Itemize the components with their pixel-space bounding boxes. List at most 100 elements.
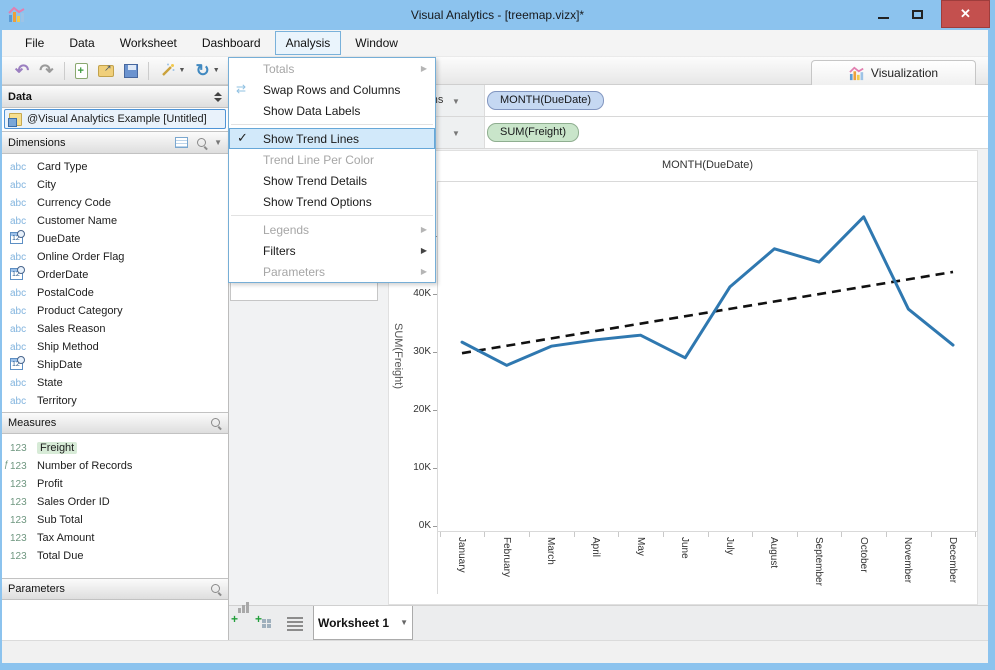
- menu-window[interactable]: Window: [355, 36, 398, 50]
- table-view-icon[interactable]: [175, 137, 189, 148]
- columns-shelf-dropdown-arrow[interactable]: ▼: [452, 97, 460, 106]
- data-panel-header[interactable]: Data: [2, 85, 229, 108]
- measures-header[interactable]: Measures: [2, 412, 229, 434]
- parameters-header[interactable]: Parameters: [2, 578, 229, 600]
- menu-file[interactable]: File: [25, 36, 45, 50]
- function-icon: ƒ: [4, 458, 10, 469]
- dimension-ship-method[interactable]: abc Ship Method: [2, 338, 228, 356]
- dimension-card-type[interactable]: abc Card Type: [2, 158, 228, 176]
- dimension-customer-name[interactable]: abc Customer Name: [2, 212, 228, 230]
- menu-data[interactable]: Data: [69, 36, 95, 50]
- data-connection[interactable]: @Visual Analytics Example [Untitled]: [4, 109, 226, 129]
- menu-worksheet[interactable]: Worksheet: [119, 36, 177, 50]
- measure-number-of-records[interactable]: 123 ƒ Number of Records: [2, 457, 228, 475]
- menu-item-show-data-labels[interactable]: Show Data Labels: [229, 100, 435, 121]
- menu-item-label: Show Trend Options: [263, 194, 372, 209]
- dimensions-header[interactable]: Dimensions ▼: [2, 131, 229, 154]
- measure-tax-amount[interactable]: 123 Tax Amount: [2, 529, 228, 547]
- x-boundary-tick: [439, 532, 441, 537]
- close-button[interactable]: ✕: [941, 0, 990, 28]
- measure-sub-total[interactable]: 123 Sub Total: [2, 511, 228, 529]
- dimension-shipdate[interactable]: 12 ShipDate: [2, 355, 228, 374]
- menu-analysis[interactable]: Analysis: [274, 31, 342, 55]
- refresh-button[interactable]: ↻ ▼: [191, 59, 223, 83]
- menu-item-label: Totals: [263, 61, 295, 76]
- chevron-down-icon[interactable]: ▼: [214, 138, 222, 147]
- x-boundary-tick: [752, 532, 754, 537]
- dimension-product-category[interactable]: abc Product Category: [2, 302, 228, 320]
- menu-item-show-trend-lines[interactable]: ✓ Show Trend Lines: [229, 128, 435, 149]
- y-tick-mark: [433, 352, 437, 353]
- y-tick-mark: [433, 294, 437, 295]
- menu-item-label: Swap Rows and Columns: [263, 82, 401, 97]
- text-type-icon: abc: [10, 305, 27, 317]
- search-icon[interactable]: [210, 583, 222, 595]
- x-boundary-tick: [975, 532, 977, 537]
- x-tick-label: October: [857, 537, 869, 573]
- dimension-state[interactable]: abc State: [2, 374, 228, 392]
- line-chart-svg: [460, 215, 955, 367]
- worksheet-tab-active[interactable]: Worksheet 1 ▼: [313, 606, 413, 640]
- y-tick-mark: [433, 410, 437, 411]
- x-tick-label: April: [589, 537, 601, 558]
- dimension-label: State: [37, 377, 63, 389]
- undo-button[interactable]: ↶: [11, 59, 33, 83]
- dimension-label: Ship Method: [37, 341, 99, 353]
- dimension-territory[interactable]: abc Territory: [2, 392, 228, 410]
- search-icon[interactable]: [210, 417, 222, 429]
- number-type-icon: 123: [10, 514, 27, 526]
- new-document-button[interactable]: +: [71, 59, 92, 83]
- measure-sales-order-id[interactable]: 123 Sales Order ID: [2, 493, 228, 511]
- rows-pill-sum-freight[interactable]: SUM(Freight): [487, 123, 580, 142]
- redo-button[interactable]: ↷: [35, 59, 57, 83]
- search-icon[interactable]: [196, 137, 208, 149]
- dimension-city[interactable]: abc City: [2, 176, 228, 194]
- magic-wand-icon: [161, 63, 174, 76]
- sheet-list-button[interactable]: [287, 617, 303, 631]
- measure-profit[interactable]: 123 Profit: [2, 475, 228, 493]
- dimensions-title: Dimensions: [8, 136, 66, 149]
- text-type-icon: abc: [10, 377, 27, 389]
- dimension-postalcode[interactable]: abc PostalCode: [2, 284, 228, 302]
- dimension-online-order-flag[interactable]: abc Online Order Flag: [2, 248, 228, 266]
- menu-dashboard[interactable]: Dashboard: [201, 36, 261, 50]
- visualization-tab[interactable]: Visualization: [811, 60, 976, 85]
- menu-item-swap-rows-and-columns[interactable]: ⇄ Swap Rows and Columns: [229, 79, 435, 100]
- y-tick-mark: [433, 468, 437, 469]
- save-icon: [123, 63, 138, 78]
- menu-item-filters[interactable]: Filters ▶: [229, 240, 435, 261]
- dimension-currency-code[interactable]: abc Currency Code: [2, 194, 228, 212]
- text-type-icon: abc: [10, 197, 27, 209]
- collapse-expand-icon[interactable]: [214, 91, 222, 102]
- dimension-orderdate[interactable]: 12 OrderDate: [2, 265, 228, 284]
- rows-shelf-dropdown-arrow[interactable]: ▼: [452, 129, 460, 138]
- worksheet-tab-dropdown-arrow[interactable]: ▼: [400, 618, 409, 627]
- text-type-icon: abc: [10, 251, 27, 263]
- dimension-label: Product Category: [37, 305, 123, 317]
- dimension-sales-reason[interactable]: abc Sales Reason: [2, 320, 228, 338]
- x-tick-label: March: [545, 537, 557, 565]
- menu-item-show-trend-options[interactable]: Show Trend Options: [229, 191, 435, 212]
- open-button[interactable]: ↗: [94, 59, 118, 83]
- toolbar: ↶ ↷ + ↗ ▼ ↻▼ +: [2, 57, 988, 85]
- measure-total-due[interactable]: 123 Total Due: [2, 547, 228, 565]
- dimension-duedate[interactable]: 12 DueDate: [2, 229, 228, 248]
- toolbar-separator: [63, 61, 65, 80]
- text-type-icon: abc: [10, 341, 27, 353]
- magic-wand-button[interactable]: ▼: [155, 59, 190, 83]
- dimension-label: Territory: [37, 395, 77, 407]
- menu-item-show-trend-details[interactable]: Show Trend Details: [229, 170, 435, 191]
- swap-icon: ⇄: [236, 82, 247, 96]
- x-tick-label: September: [813, 537, 825, 586]
- measure-freight[interactable]: 123 Freight: [2, 439, 228, 457]
- save-button[interactable]: [120, 59, 142, 83]
- new-document-icon: +: [74, 62, 88, 79]
- columns-pill-month-duedate[interactable]: MONTH(DueDate): [487, 91, 605, 110]
- minimize-button[interactable]: [866, 0, 900, 28]
- text-type-icon: abc: [10, 179, 27, 191]
- measure-label: Sub Total: [37, 514, 83, 526]
- maximize-button[interactable]: [900, 0, 934, 28]
- dimension-label: Customer Name: [37, 215, 118, 227]
- menu-item-label: Trend Line Per Color: [263, 152, 374, 167]
- refresh-icon: ↻: [195, 60, 210, 80]
